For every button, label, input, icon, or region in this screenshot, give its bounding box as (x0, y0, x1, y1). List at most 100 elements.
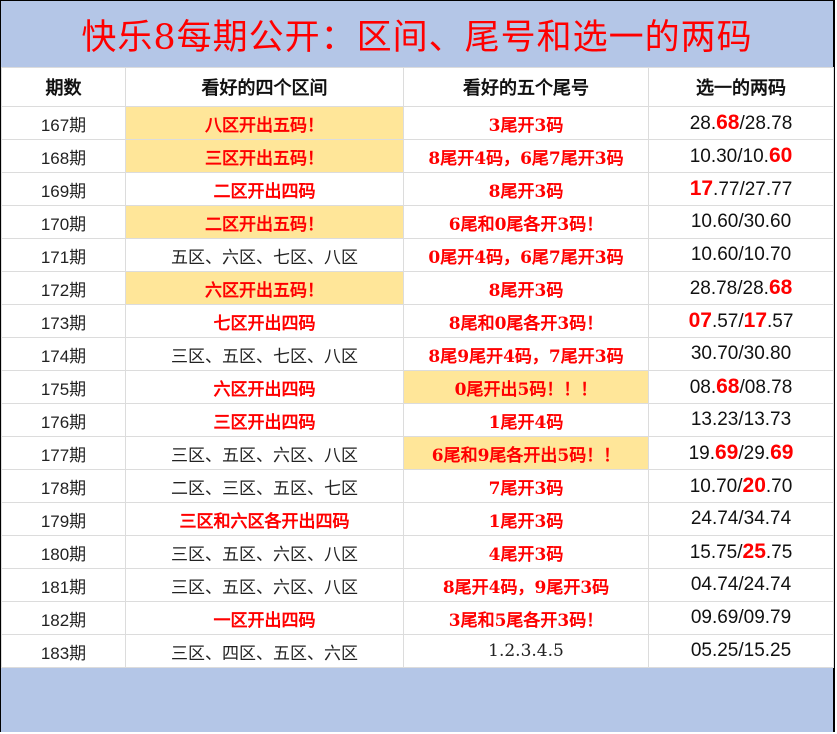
tail-cell: 6尾和0尾各开3码！ (403, 205, 649, 239)
period-cell: 170期 (1, 205, 126, 239)
header-row: 期数 看好的四个区间 看好的五个尾号 选一的两码 (1, 67, 834, 107)
pick-cell: 04.74/24.74 (648, 568, 834, 602)
table-row: 178期 二区、三区、五区、七区 7尾开3码 10.70/20.70 (1, 469, 834, 503)
zone-cell: 二区开出四码 (125, 172, 404, 206)
table-row: 167期 八区开出五码！ 3尾开3码 28.68/28.78 (1, 106, 834, 140)
pick-cell: 10.30/10.60 (648, 139, 834, 173)
table-row: 180期 三区、五区、六区、八区 4尾开3码 15.75/25.75 (1, 535, 834, 569)
table-row: 176期 三区开出四码 1尾开4码 13.23/13.73 (1, 403, 834, 437)
period-cell: 173期 (1, 304, 126, 338)
zone-cell: 三区开出四码 (125, 403, 404, 437)
table-row: 174期 三区、五区、七区、八区 8尾9尾开4码，7尾开3码 30.70/30.80 (1, 337, 834, 371)
zone-cell: 三区、五区、六区、八区 (125, 535, 404, 569)
pick-text: 13.23/13.73 (690, 409, 792, 430)
period-cell: 174期 (1, 337, 126, 371)
pick-cell: 24.74/34.74 (648, 502, 834, 536)
tail-cell: 8尾开3码 (403, 172, 649, 206)
pick-cell: 10.70/20.70 (648, 469, 834, 503)
results-table: 期数 看好的四个区间 看好的五个尾号 选一的两码 167期 八区开出五码！ 3尾开3… (1, 67, 834, 668)
pick-text: /28.78 (739, 113, 793, 134)
pick-text: 15.75/ (689, 542, 743, 563)
tail-cell: 8尾9尾开4码，7尾开3码 (403, 337, 649, 371)
pick-text: .57 (767, 311, 794, 332)
tail-cell: 8尾开3码 (403, 271, 649, 305)
pick-highlight: 68 (716, 111, 740, 134)
pick-text: .70 (765, 476, 793, 497)
pick-highlight: 68 (768, 276, 793, 299)
period-cell: 171期 (1, 238, 126, 272)
zone-cell: 八区开出五码！ (125, 106, 404, 140)
pick-cell: 10.60/10.70 (648, 238, 834, 272)
pick-highlight: 17 (743, 309, 767, 332)
zone-cell: 七区开出四码 (125, 304, 404, 338)
tail-cell: 1尾开3码 (403, 502, 649, 536)
tail-cell: 8尾和0尾各开3码！ (403, 304, 649, 338)
table-row: 177期 三区、五区、六区、八区 6尾和9尾各开出5码！！ 19.69/29.69 (1, 436, 834, 470)
pick-text: .75 (765, 542, 793, 563)
zone-cell: 五区、六区、七区、八区 (125, 238, 404, 272)
pick-text: 19. (688, 443, 715, 464)
zone-cell: 三区、五区、六区、八区 (125, 568, 404, 602)
pick-highlight: 68 (716, 375, 740, 398)
header-pick: 选一的两码 (648, 67, 834, 107)
period-cell: 179期 (1, 502, 126, 536)
period-cell: 176期 (1, 403, 126, 437)
pick-cell: 17.77/27.77 (648, 172, 834, 206)
pick-text: 10.70/ (689, 476, 743, 497)
zone-cell: 一区开出四码 (125, 601, 404, 635)
page-title: 快乐8每期公开：区间、尾号和选一的两码 (1, 1, 833, 67)
pick-text: 10.60/30.60 (690, 211, 792, 232)
tail-cell: 8尾开4码，6尾7尾开3码 (403, 139, 649, 173)
pick-cell: 30.70/30.80 (648, 337, 834, 371)
table-row: 173期 七区开出四码 8尾和0尾各开3码！ 07.57/17.57 (1, 304, 834, 338)
pick-highlight: 69 (715, 441, 739, 464)
pick-text: 30.70/30.80 (690, 343, 792, 364)
pick-text: 24.74/34.74 (690, 508, 792, 529)
pick-highlight: 20 (742, 474, 766, 497)
period-cell: 175期 (1, 370, 126, 404)
tail-cell: 0尾开4码，6尾7尾开3码 (403, 238, 649, 272)
pick-text: .57/ (711, 311, 744, 332)
pick-highlight: 17 (689, 177, 714, 200)
pick-text: .77/27.77 (713, 179, 793, 200)
footer-band (1, 668, 833, 732)
pick-text: 10.60/10.70 (690, 244, 792, 265)
zone-cell: 二区开出五码！ (125, 205, 404, 239)
table-row: 181期 三区、五区、六区、八区 8尾开4码，9尾开3码 04.74/24.74 (1, 568, 834, 602)
tail-cell: 3尾和5尾各开3码！ (403, 601, 649, 635)
table-row: 171期 五区、六区、七区、八区 0尾开4码，6尾7尾开3码 10.60/10.70 (1, 238, 834, 272)
zone-cell: 三区和六区各开出四码 (125, 502, 404, 536)
zone-cell: 三区、四区、五区、六区 (125, 634, 404, 668)
period-cell: 182期 (1, 601, 126, 635)
pick-text: 04.74/24.74 (690, 574, 792, 595)
period-cell: 167期 (1, 106, 126, 140)
table-row: 179期 三区和六区各开出四码 1尾开3码 24.74/34.74 (1, 502, 834, 536)
period-cell: 183期 (1, 634, 126, 668)
zone-cell: 三区、五区、六区、八区 (125, 436, 404, 470)
pick-text: /08.78 (739, 377, 793, 398)
period-cell: 168期 (1, 139, 126, 173)
tail-cell: 1尾开4码 (403, 403, 649, 437)
tail-cell: 8尾开4码，9尾开3码 (403, 568, 649, 602)
tail-cell: 3尾开3码 (403, 106, 649, 140)
pick-text: 05.25/15.25 (690, 640, 792, 661)
table-row: 182期 一区开出四码 3尾和5尾各开3码！ 09.69/09.79 (1, 601, 834, 635)
pick-cell: 15.75/25.75 (648, 535, 834, 569)
period-cell: 180期 (1, 535, 126, 569)
pick-cell: 19.69/29.69 (648, 436, 834, 470)
table-row: 175期 六区开出四码 0尾开出5码！！！ 08.68/08.78 (1, 370, 834, 404)
zone-cell: 三区开出五码！ (125, 139, 404, 173)
table-row: 172期 六区开出五码！ 8尾开3码 28.78/28.68 (1, 271, 834, 305)
pick-cell: 13.23/13.73 (648, 403, 834, 437)
period-cell: 172期 (1, 271, 126, 305)
period-cell: 181期 (1, 568, 126, 602)
pick-text: 08. (689, 377, 717, 398)
header-period: 期数 (1, 67, 126, 107)
pick-text: /29. (738, 443, 771, 464)
pick-highlight: 25 (742, 540, 766, 563)
table-row: 170期 二区开出五码！ 6尾和0尾各开3码！ 10.60/30.60 (1, 205, 834, 239)
period-cell: 177期 (1, 436, 126, 470)
tail-cell: 7尾开3码 (403, 469, 649, 503)
tail-cell: 4尾开3码 (403, 535, 649, 569)
table-row: 169期 二区开出四码 8尾开3码 17.77/27.77 (1, 172, 834, 206)
